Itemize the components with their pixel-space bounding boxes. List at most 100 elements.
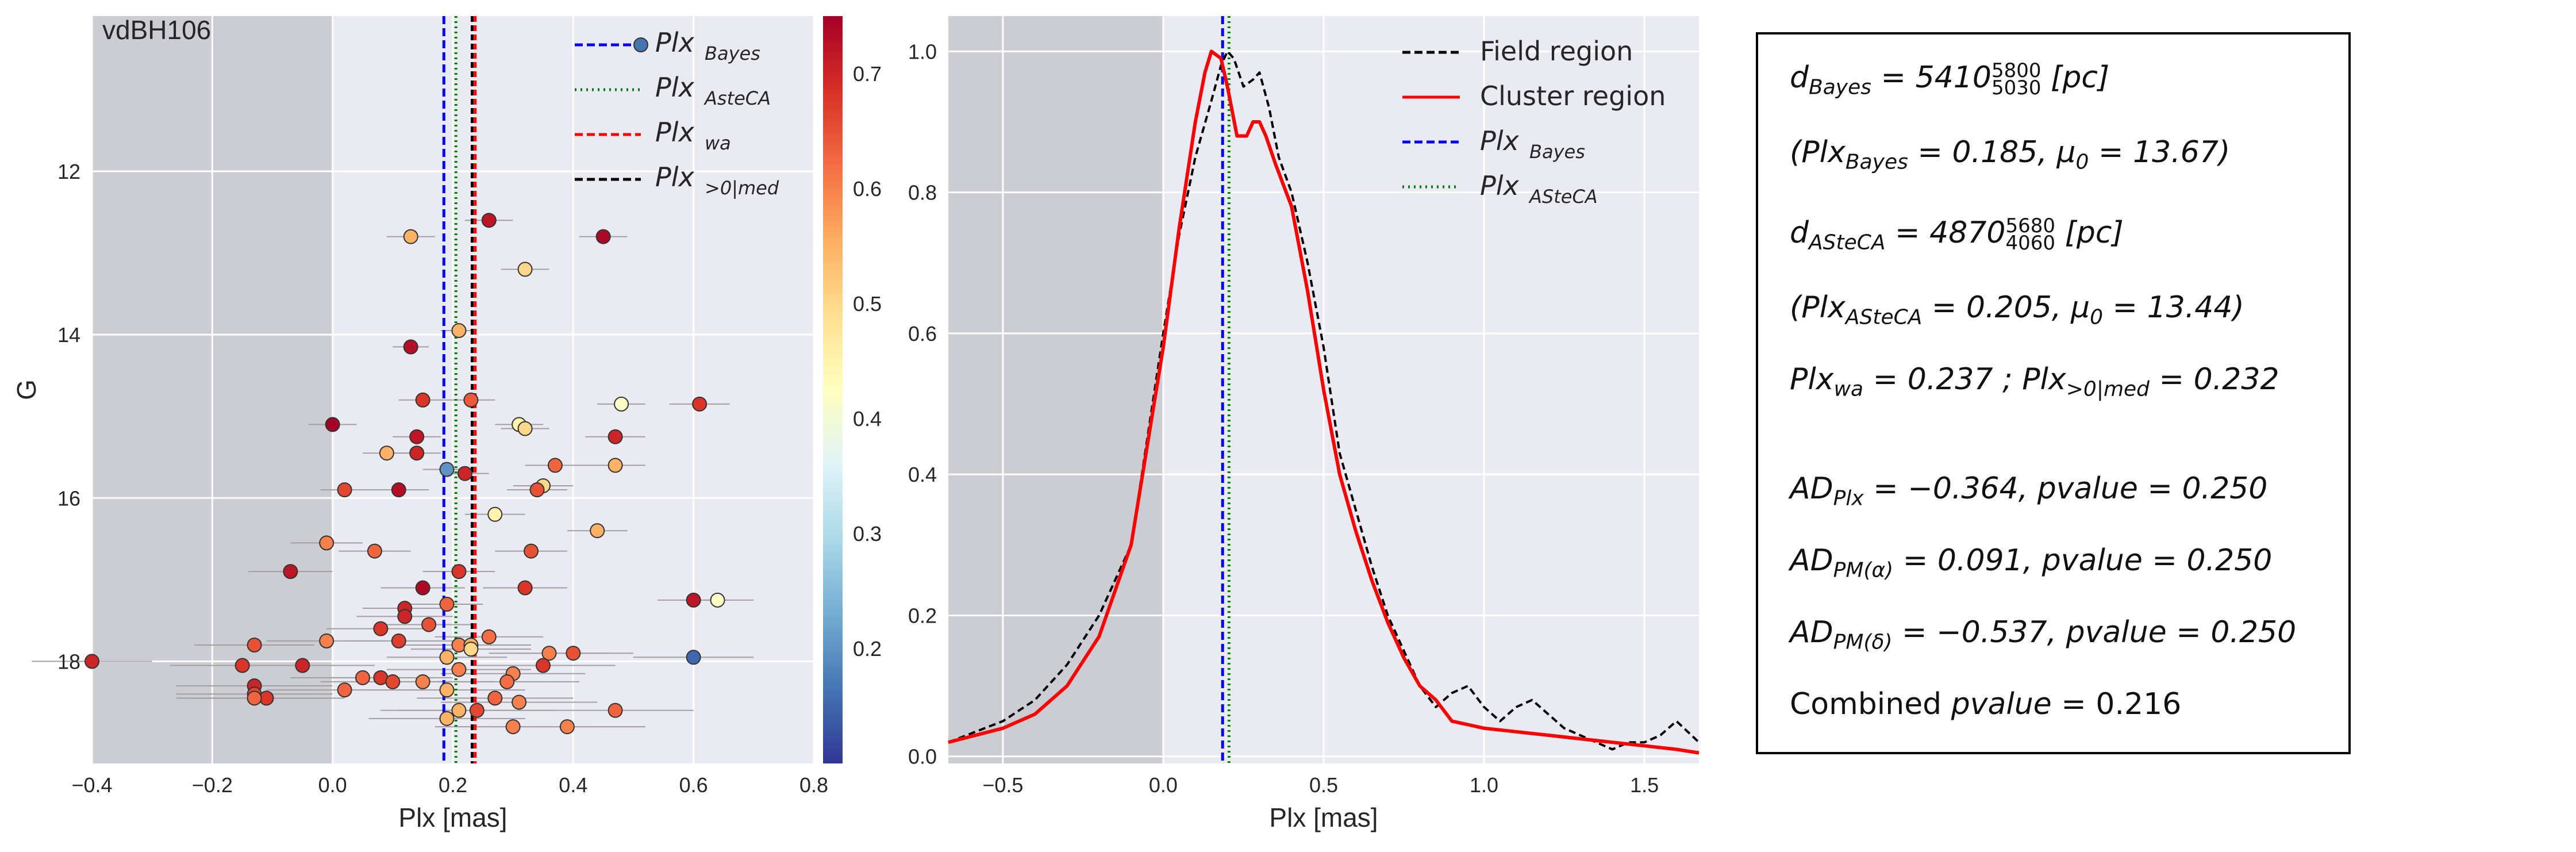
left-x-tick-label: 0.0: [318, 773, 347, 797]
legend-label-subscript: Bayes: [1529, 141, 1585, 163]
star-point: [319, 633, 335, 648]
left-scatter-points: [84, 213, 725, 735]
star-point: [247, 690, 262, 706]
left-x-tick-label: 0.4: [559, 773, 587, 797]
legend-label: Plx: [655, 117, 695, 148]
legend-label: Field region: [1480, 36, 1633, 67]
left-y-tick-label: 12: [57, 160, 80, 183]
left-x-tick-label: 0.6: [679, 773, 708, 797]
star-point: [512, 694, 527, 710]
colorbar-tick-label: 0.7: [853, 62, 882, 86]
ad-pmd-pvalue: 0.250: [2210, 615, 2297, 650]
star-point: [451, 323, 467, 338]
ad-pmd-line: ADPM(δ) = −0.537, pvalue = 0.250: [1790, 615, 2297, 654]
combined-pvalue-value: 0.216: [2096, 687, 2182, 721]
right-y-tick-label: 0.0: [908, 745, 937, 769]
colorbar-tick-label: 0.3: [853, 522, 882, 546]
left-x-tick-label: −0.2: [192, 773, 233, 797]
cluster-region-line: [948, 49, 1700, 755]
right-x-axis-label: Plx [mas]: [1269, 803, 1378, 832]
right-y-tick-label: 1.0: [908, 40, 937, 63]
legend-label: Cluster region: [1480, 80, 1666, 112]
star-point: [524, 543, 539, 559]
star-point: [439, 462, 455, 477]
star-point: [451, 703, 467, 718]
right-x-tick-label: 0.5: [1309, 773, 1338, 797]
star-point: [541, 646, 557, 661]
star-point: [355, 670, 370, 685]
right-y-tick-label: 0.2: [908, 604, 937, 627]
legend-label: Plx: [655, 27, 695, 58]
legend-label-subscript: ASteCA: [1528, 186, 1598, 208]
star-point: [692, 396, 708, 412]
star-point: [590, 523, 605, 539]
left-vertical-lines: [442, 16, 477, 763]
star-point: [367, 543, 382, 559]
right-x-tick-label: 1.0: [1470, 773, 1498, 797]
star-point: [608, 429, 623, 444]
colorbar-gradient: [823, 16, 843, 763]
star-point: [517, 262, 533, 277]
star-point: [337, 682, 352, 698]
ad-pma-line: ADPM(α) = 0.091, pvalue = 0.250: [1790, 543, 2273, 582]
left-panel: −0.4 −0.2 0.0 0.2 0.4 0.6 0.8 12 14 16 18 vdBH106…: [11, 15, 828, 832]
star-point: [451, 564, 467, 579]
left-x-tick-label: 0.2: [439, 773, 467, 797]
plx-med-value: 0.232: [2193, 362, 2279, 397]
d-bayes-lo: 5030: [1991, 76, 2041, 99]
star-point: [439, 682, 455, 698]
star-point: [614, 396, 629, 412]
star-point: [319, 535, 335, 551]
star-point: [517, 580, 533, 596]
d-asteca-lo: 4060: [2005, 232, 2056, 255]
star-point: [373, 621, 389, 636]
star-point: [295, 658, 310, 673]
legend-label: Plx: [655, 72, 695, 103]
left-y-tick-label: 18: [57, 650, 80, 673]
star-point: [481, 213, 497, 228]
ad-pmd-value: −0.537: [1936, 615, 2047, 650]
star-point: [84, 654, 99, 669]
legend-label-subscript: >0|med: [705, 177, 779, 199]
right-x-tick-label: 0.0: [1149, 773, 1178, 797]
star-point: [415, 580, 430, 596]
star-point: [505, 719, 521, 735]
star-point: [385, 674, 401, 689]
legend-label-subscript: AsteCA: [703, 87, 771, 109]
star-point: [415, 674, 430, 689]
star-point: [421, 617, 437, 632]
d-bayes-line: dBayes = 54105800 5030 [pc]: [1790, 59, 2110, 99]
star-point: [451, 662, 467, 677]
statistics-text-box: dBayes = 54105800 5030 [pc] (PlxBayes = 0…: [1756, 32, 2351, 754]
combined-pvalue-line: Combined pvalue = 0.216: [1790, 687, 2182, 721]
right-grid: [948, 16, 1699, 763]
star-point: [608, 703, 623, 718]
legend-label-subscript: wa: [705, 132, 731, 154]
star-point: [536, 658, 551, 673]
right-x-tick-label: 1.5: [1630, 773, 1659, 797]
left-x-tick-labels: −0.4 −0.2 0.0 0.2 0.4 0.6 0.8: [71, 773, 828, 797]
star-point: [487, 690, 503, 706]
ad-plx-value: −0.364: [1908, 471, 2018, 506]
d-asteca-hi: 5680: [2005, 214, 2056, 237]
star-point: [608, 458, 623, 473]
colorbar-tick-label: 0.5: [853, 292, 882, 316]
star-point: [397, 609, 413, 624]
star-point: [547, 458, 563, 473]
star-point: [463, 642, 479, 657]
mu0-bayes-value: 13.67: [2133, 135, 2219, 170]
star-point: [403, 229, 418, 244]
legend-label-subscript: Bayes: [705, 43, 760, 64]
star-point: [409, 446, 425, 461]
left-y-tick-label: 16: [57, 486, 80, 510]
star-point: [379, 446, 394, 461]
left-x-tick-label: −0.4: [71, 773, 112, 797]
star-point: [391, 633, 406, 648]
ad-pma-value: 0.091: [1937, 543, 2023, 578]
plx-bayes-value: 0.185: [1952, 135, 2038, 170]
plx-wa-med-line: Plxwa = 0.237 ; Plx>0|med = 0.232: [1790, 362, 2279, 401]
star-point: [234, 658, 250, 673]
star-point: [439, 711, 455, 726]
